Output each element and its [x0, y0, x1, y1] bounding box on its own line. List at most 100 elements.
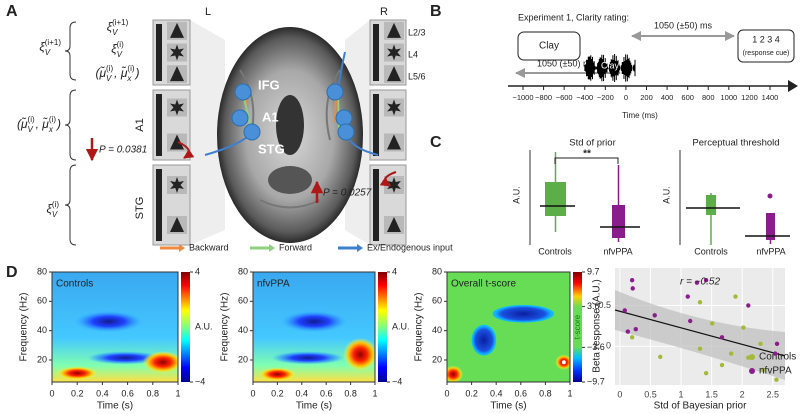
colorbar-tick-label: 4 [392, 266, 397, 276]
scatter-point [710, 321, 715, 326]
box [612, 205, 625, 238]
ventricle [276, 95, 304, 155]
y-tick-label: 40 [238, 325, 248, 335]
p-value: P = 0.0381 [99, 145, 147, 156]
column-bar [156, 94, 162, 156]
math-sup: (i) [28, 115, 35, 124]
region-node [337, 123, 355, 141]
brain-label: IFG [258, 77, 280, 92]
heatmap-blob [492, 305, 555, 323]
scatter-point [719, 362, 725, 368]
brain-label: A1 [262, 109, 279, 124]
waveform-word: Clay [601, 60, 620, 70]
x-tick-label: 200 [640, 93, 653, 102]
plot-frame [446, 271, 571, 383]
heatmap-label: Overall t-score [451, 279, 516, 290]
region-node [243, 123, 261, 141]
panel-label: C [430, 134, 442, 151]
triangle-icon [387, 134, 401, 150]
math-sub: V [52, 210, 58, 219]
y-tick-label: 20 [37, 354, 47, 364]
star-icon [387, 177, 401, 193]
x-tick-label: 1 [372, 388, 377, 398]
y-tick-label: 80 [238, 266, 248, 276]
region-label: A1 [134, 118, 146, 131]
category-label: Controls [694, 246, 728, 256]
heatmap-blob [343, 338, 375, 371]
math-sup: (i) [117, 40, 124, 49]
regression-line [614, 309, 786, 357]
panel-title: Experiment 1, Clarity rating: [518, 12, 629, 22]
y-axis-label: Beta response (A.U.) [592, 279, 603, 372]
math-sub: V [45, 48, 51, 57]
colorbar-tick-label: 3.6 [587, 301, 600, 311]
scatter-point [760, 367, 766, 373]
star-icon [170, 44, 184, 61]
x-tick-label: 0.4 [296, 388, 309, 398]
legend-label: Backward [189, 242, 229, 252]
scatter-point [703, 278, 709, 283]
heatmap-label: nfvPPA [257, 279, 290, 290]
outlier [767, 193, 773, 199]
x-tick-label: 800 [702, 93, 715, 102]
response-numbers: 1 2 3 4 [752, 34, 780, 44]
column-header: R [380, 6, 388, 18]
y-tick-label: 0 [606, 341, 611, 351]
scatter-point [652, 313, 657, 318]
heatmap-blob [471, 324, 497, 356]
category-label: Controls [538, 246, 572, 256]
state-label: ξ (i)V [111, 40, 124, 59]
triangle-icon [170, 134, 184, 150]
x-tick-label: −1000 [512, 93, 533, 102]
legend-marker [749, 368, 755, 374]
legend-label: Forward [279, 242, 312, 252]
triangle-icon [170, 217, 184, 232]
brace [64, 89, 77, 161]
triangle-icon [387, 22, 401, 38]
colorbar-tick-label: −3.6 [587, 342, 605, 352]
scatter-point [719, 335, 725, 340]
scatter-point [625, 329, 631, 334]
math-sub: V [106, 74, 112, 83]
y-tick-label: 80 [432, 266, 442, 276]
x-tick-label: 1 [679, 389, 684, 399]
math-sup: (i) [49, 115, 56, 124]
x-tick-label: 0.4 [490, 388, 503, 398]
x-tick-label: 0 [444, 388, 449, 398]
significance-bracket [554, 157, 619, 164]
x-axis-label: Time (ms) [622, 111, 658, 120]
brace [64, 164, 77, 246]
x-tick-label: 400 [661, 93, 674, 102]
annotation: r = −0.52 [680, 277, 720, 288]
panel-label: A [6, 3, 18, 20]
x-tick-label: 2.5 [767, 389, 780, 399]
layer-label: L4 [408, 49, 418, 59]
x-tick-label: 0.5 [644, 389, 657, 399]
triangle-icon [170, 22, 184, 38]
x-tick-label: 600 [681, 93, 694, 102]
y-axis-label: A.U. [511, 186, 521, 204]
x-tick-label: −400 [576, 93, 593, 102]
column-bar [373, 94, 379, 156]
heatmap-background [447, 272, 570, 382]
star-icon [170, 177, 184, 193]
x-tick-label: 0.2 [271, 388, 284, 398]
math-sup: (i) [52, 200, 59, 209]
confidence-band [615, 290, 785, 380]
region-node [231, 109, 249, 127]
region-node [326, 83, 344, 101]
state-label: ξ (i+1)V [107, 18, 129, 37]
state-label: (μ̃ (i)V, μ̃ (i)x) [95, 64, 139, 83]
response-box [737, 29, 795, 63]
y-tick-label: 80 [37, 266, 47, 276]
colorbar [573, 272, 582, 382]
scatter-point [697, 300, 703, 305]
math-sup: (i+1) [112, 18, 129, 27]
x-tick-label: 0 [250, 388, 255, 398]
scatter-point [773, 351, 778, 356]
math-base: ) [134, 66, 140, 80]
x-tick-label: 1400 [762, 93, 779, 102]
scatter-point [746, 303, 751, 308]
x-tick-label: 0.6 [320, 388, 333, 398]
x-tick-label: 2 [740, 389, 745, 399]
